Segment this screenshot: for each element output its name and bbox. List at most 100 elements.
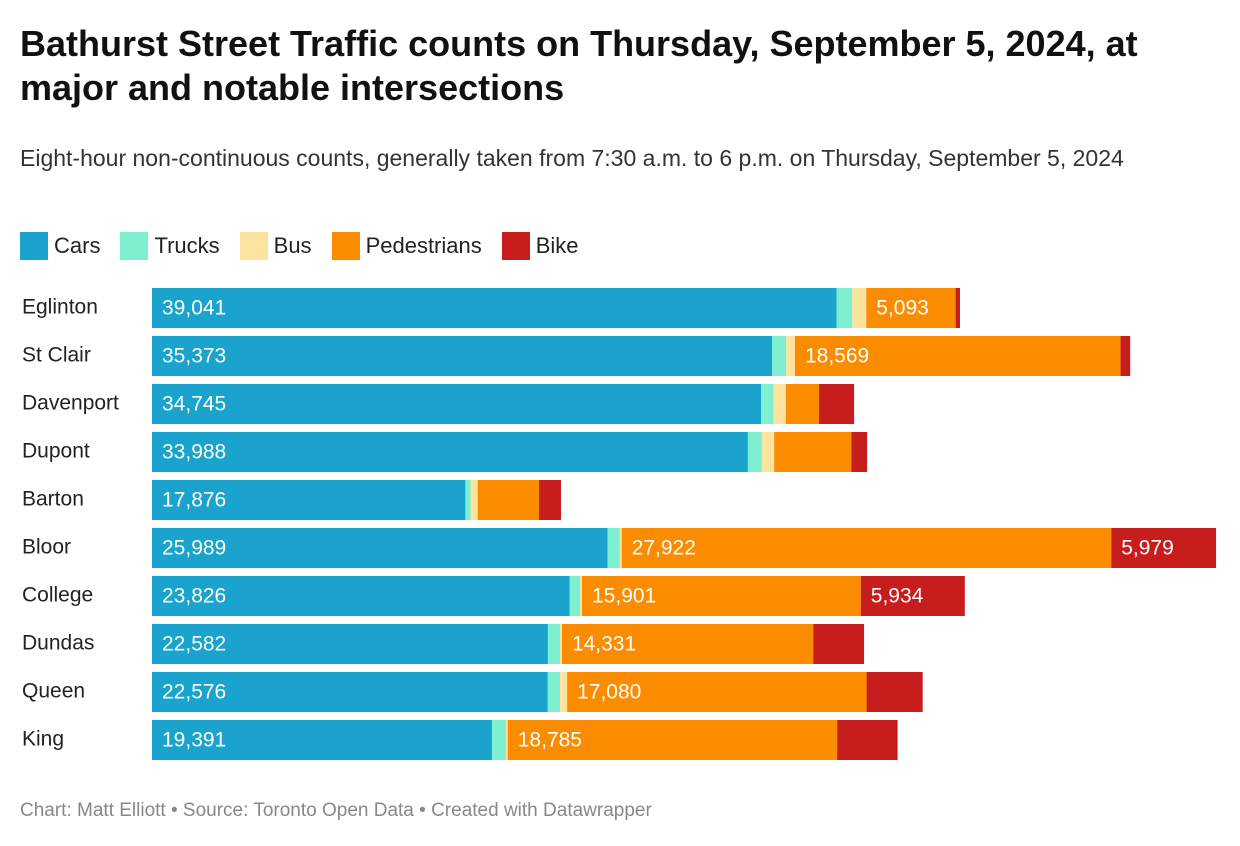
bar-eglinton-pedestrians xyxy=(866,288,956,328)
data-label-college-cars: 23,826 xyxy=(162,585,226,608)
category-label-queen: Queen xyxy=(22,680,85,703)
category-label-dupont: Dupont xyxy=(22,440,90,463)
legend-label-bike: Bike xyxy=(535,233,579,258)
bar-dupont-cars xyxy=(152,432,748,472)
bar-eglinton-bike xyxy=(955,288,960,328)
data-label-barton-cars: 17,876 xyxy=(162,489,226,512)
bar-barton-trucks xyxy=(465,480,471,520)
bar-row-eglinton: Eglinton 39,041 5,093 xyxy=(22,288,960,328)
legend-item-bike: Bike xyxy=(501,232,579,260)
bar-king-trucks xyxy=(491,720,507,760)
category-label-king: King xyxy=(22,728,64,751)
data-label-queen-cars: 22,576 xyxy=(162,681,226,704)
legend-label-trucks: Trucks xyxy=(154,233,220,258)
bar-college-pedestrians xyxy=(582,576,861,616)
bar-row-bloor: Bloor 25,989 27,922 5,979 xyxy=(22,528,1217,568)
bar-queen-bike xyxy=(866,672,923,712)
legend-swatch-bus xyxy=(239,232,268,260)
legend-swatch-cars xyxy=(20,232,48,260)
data-label-king-pedestrians: 18,785 xyxy=(518,729,582,752)
bar-row-college: College 23,826 15,901 5,934 xyxy=(22,576,965,616)
bar-barton-cars xyxy=(152,480,466,520)
bar-st-clair-cars xyxy=(152,336,773,376)
bar-college-cars xyxy=(152,576,570,616)
bar-dundas-pedestrians xyxy=(561,624,814,664)
bar-dundas-trucks xyxy=(547,624,561,664)
bar-davenport-bike xyxy=(819,384,855,424)
bar-st-clair-bus xyxy=(786,336,795,376)
data-label-davenport-cars: 34,745 xyxy=(162,393,226,416)
bar-dundas-bus xyxy=(560,624,562,664)
bar-bloor-bike xyxy=(1111,528,1217,568)
bar-queen-pedestrians xyxy=(567,672,867,712)
legend-swatch-pedestrians xyxy=(331,232,360,260)
legend-label-pedestrians: Pedestrians xyxy=(365,233,482,258)
chart-subtitle: Eight-hour non-continuous counts, genera… xyxy=(20,145,1124,171)
data-label-eglinton-cars: 39,041 xyxy=(162,297,226,320)
data-label-st-clair-cars: 35,373 xyxy=(162,345,226,368)
legend-label-bus: Bus xyxy=(273,233,312,258)
legend-swatch-trucks xyxy=(120,232,149,260)
bar-college-trucks xyxy=(569,576,581,616)
bar-bloor-pedestrians xyxy=(621,528,1112,568)
bar-bloor-bus xyxy=(619,528,622,568)
category-label-college: College xyxy=(22,584,93,607)
bar-queen-trucks xyxy=(547,672,561,712)
legend-label-cars: Cars xyxy=(54,233,101,258)
bar-barton-pedestrians xyxy=(477,480,540,520)
data-label-dundas-cars: 22,582 xyxy=(162,633,226,656)
bar-king-bus xyxy=(506,720,508,760)
bar-dupont-trucks xyxy=(747,432,762,472)
bar-row-dupont: Dupont 33,988 xyxy=(22,432,868,472)
bar-row-dundas: Dundas 22,582 14,331 xyxy=(22,624,865,664)
data-label-queen-pedestrians: 17,080 xyxy=(577,681,641,704)
bar-davenport-trucks xyxy=(761,384,774,424)
legend-item-cars: Cars xyxy=(20,232,100,260)
data-label-dundas-pedestrians: 14,331 xyxy=(572,633,636,656)
bar-dupont-bus xyxy=(761,432,775,472)
bar-bloor-trucks xyxy=(607,528,620,568)
data-label-st-clair-pedestrians: 18,569 xyxy=(805,345,869,368)
bar-dundas-bike xyxy=(813,624,865,664)
category-label-barton: Barton xyxy=(22,488,84,511)
bar-college-bike xyxy=(860,576,965,616)
bar-row-king: King 19,391 18,785 xyxy=(22,720,898,760)
bar-row-queen: Queen 22,576 17,080 xyxy=(22,672,923,712)
bar-davenport-bus xyxy=(773,384,786,424)
bar-dundas-cars xyxy=(152,624,548,664)
bar-queen-cars xyxy=(152,672,548,712)
category-label-dundas: Dundas xyxy=(22,632,94,655)
category-label-bloor: Bloor xyxy=(22,536,71,559)
bar-king-cars xyxy=(152,720,492,760)
data-label-bloor-cars: 25,989 xyxy=(162,537,226,560)
bar-king-bike xyxy=(837,720,898,760)
data-label-king-cars: 19,391 xyxy=(162,729,226,752)
data-label-college-bike: 5,934 xyxy=(871,585,924,608)
data-label-bloor-bike: 5,979 xyxy=(1121,537,1174,560)
bar-davenport-pedestrians xyxy=(785,384,820,424)
bar-eglinton-trucks xyxy=(836,288,853,328)
bar-dupont-pedestrians xyxy=(774,432,852,472)
bar-dupont-bike xyxy=(851,432,868,472)
bar-row-barton: Barton 17,876 xyxy=(22,480,561,520)
legend-swatch-bike xyxy=(501,232,530,260)
bar-eglinton-bus xyxy=(852,288,867,328)
data-label-college-pedestrians: 15,901 xyxy=(592,585,656,608)
category-label-st-clair: St Clair xyxy=(22,344,91,367)
bar-st-clair-pedestrians xyxy=(794,336,1121,376)
bar-college-bus xyxy=(580,576,583,616)
stacked-bar-chart: Eglinton 39,041 5,093 St Clair 35,373 18,569 D… xyxy=(22,288,1217,760)
legend-item-pedestrians: Pedestrians xyxy=(331,232,482,260)
bar-barton-bike xyxy=(539,480,561,520)
category-label-davenport: Davenport xyxy=(22,392,119,415)
category-label-eglinton: Eglinton xyxy=(22,296,98,319)
chart-footer-credit: Chart: Matt Elliott • Source: Toronto Op… xyxy=(20,800,652,821)
legend-item-bus: Bus xyxy=(239,232,312,260)
bar-king-pedestrians xyxy=(507,720,838,760)
bar-bloor-cars xyxy=(152,528,608,568)
bar-queen-bus xyxy=(560,672,568,712)
bar-st-clair-bike xyxy=(1120,336,1131,376)
bar-st-clair-trucks xyxy=(772,336,787,376)
bar-barton-bus xyxy=(470,480,478,520)
chart-legend: Cars Trucks Bus Pedestrians Bike xyxy=(20,231,599,261)
